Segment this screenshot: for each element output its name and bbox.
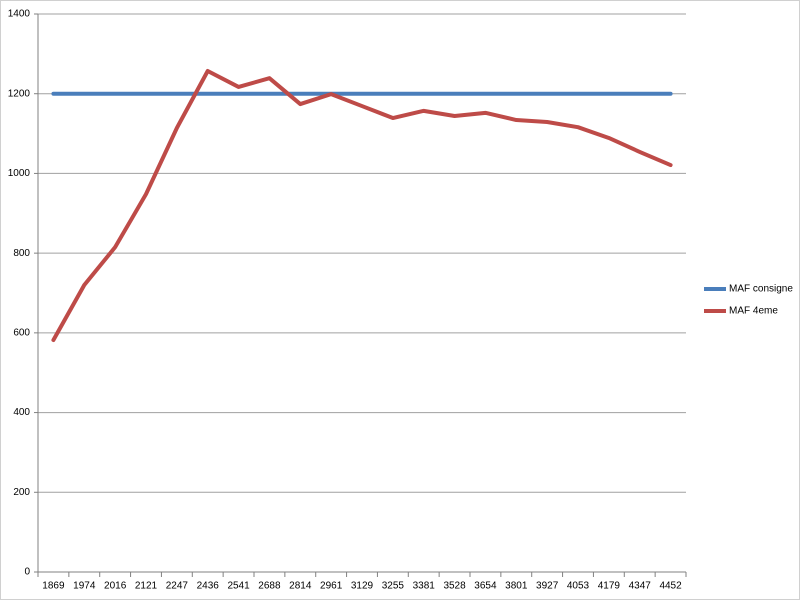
- x-tick-label: 4452: [659, 581, 682, 592]
- x-tick-label: 3528: [443, 581, 466, 592]
- x-tick-label: 1974: [73, 581, 96, 592]
- y-tick-label: 1200: [8, 88, 31, 99]
- y-tick-label: 400: [13, 407, 30, 418]
- x-tick-label: 4347: [629, 581, 652, 592]
- x-tick-label: 2961: [320, 581, 343, 592]
- y-tick-label: 1000: [8, 168, 31, 179]
- x-tick-label: 3927: [536, 581, 559, 592]
- x-tick-label: 3129: [351, 581, 374, 592]
- x-tick-label: 3381: [413, 581, 436, 592]
- y-tick-label: 1400: [8, 9, 31, 20]
- x-tick-label: 3801: [505, 581, 528, 592]
- x-tick-label: 1869: [42, 581, 65, 592]
- x-tick-label: 3654: [474, 581, 497, 592]
- x-tick-label: 2016: [104, 581, 127, 592]
- y-tick-label: 0: [24, 567, 30, 578]
- series-line: [51, 68, 673, 343]
- x-tick-label: 3255: [382, 581, 405, 592]
- x-tick-label: 2121: [135, 581, 158, 592]
- x-tick-label: 2814: [289, 581, 312, 592]
- x-tick-label: 2541: [227, 581, 250, 592]
- x-tick-label: 2688: [258, 581, 281, 592]
- legend-label: MAF consigne: [729, 284, 793, 295]
- y-tick-label: 800: [13, 248, 30, 259]
- legend-label: MAF 4eme: [729, 306, 778, 317]
- x-tick-label: 4179: [598, 581, 621, 592]
- x-tick-label: 2247: [166, 581, 189, 592]
- y-tick-label: 200: [13, 487, 30, 498]
- x-tick-label: 2436: [197, 581, 220, 592]
- y-tick-label: 600: [13, 327, 30, 338]
- x-tick-label: 4053: [567, 581, 590, 592]
